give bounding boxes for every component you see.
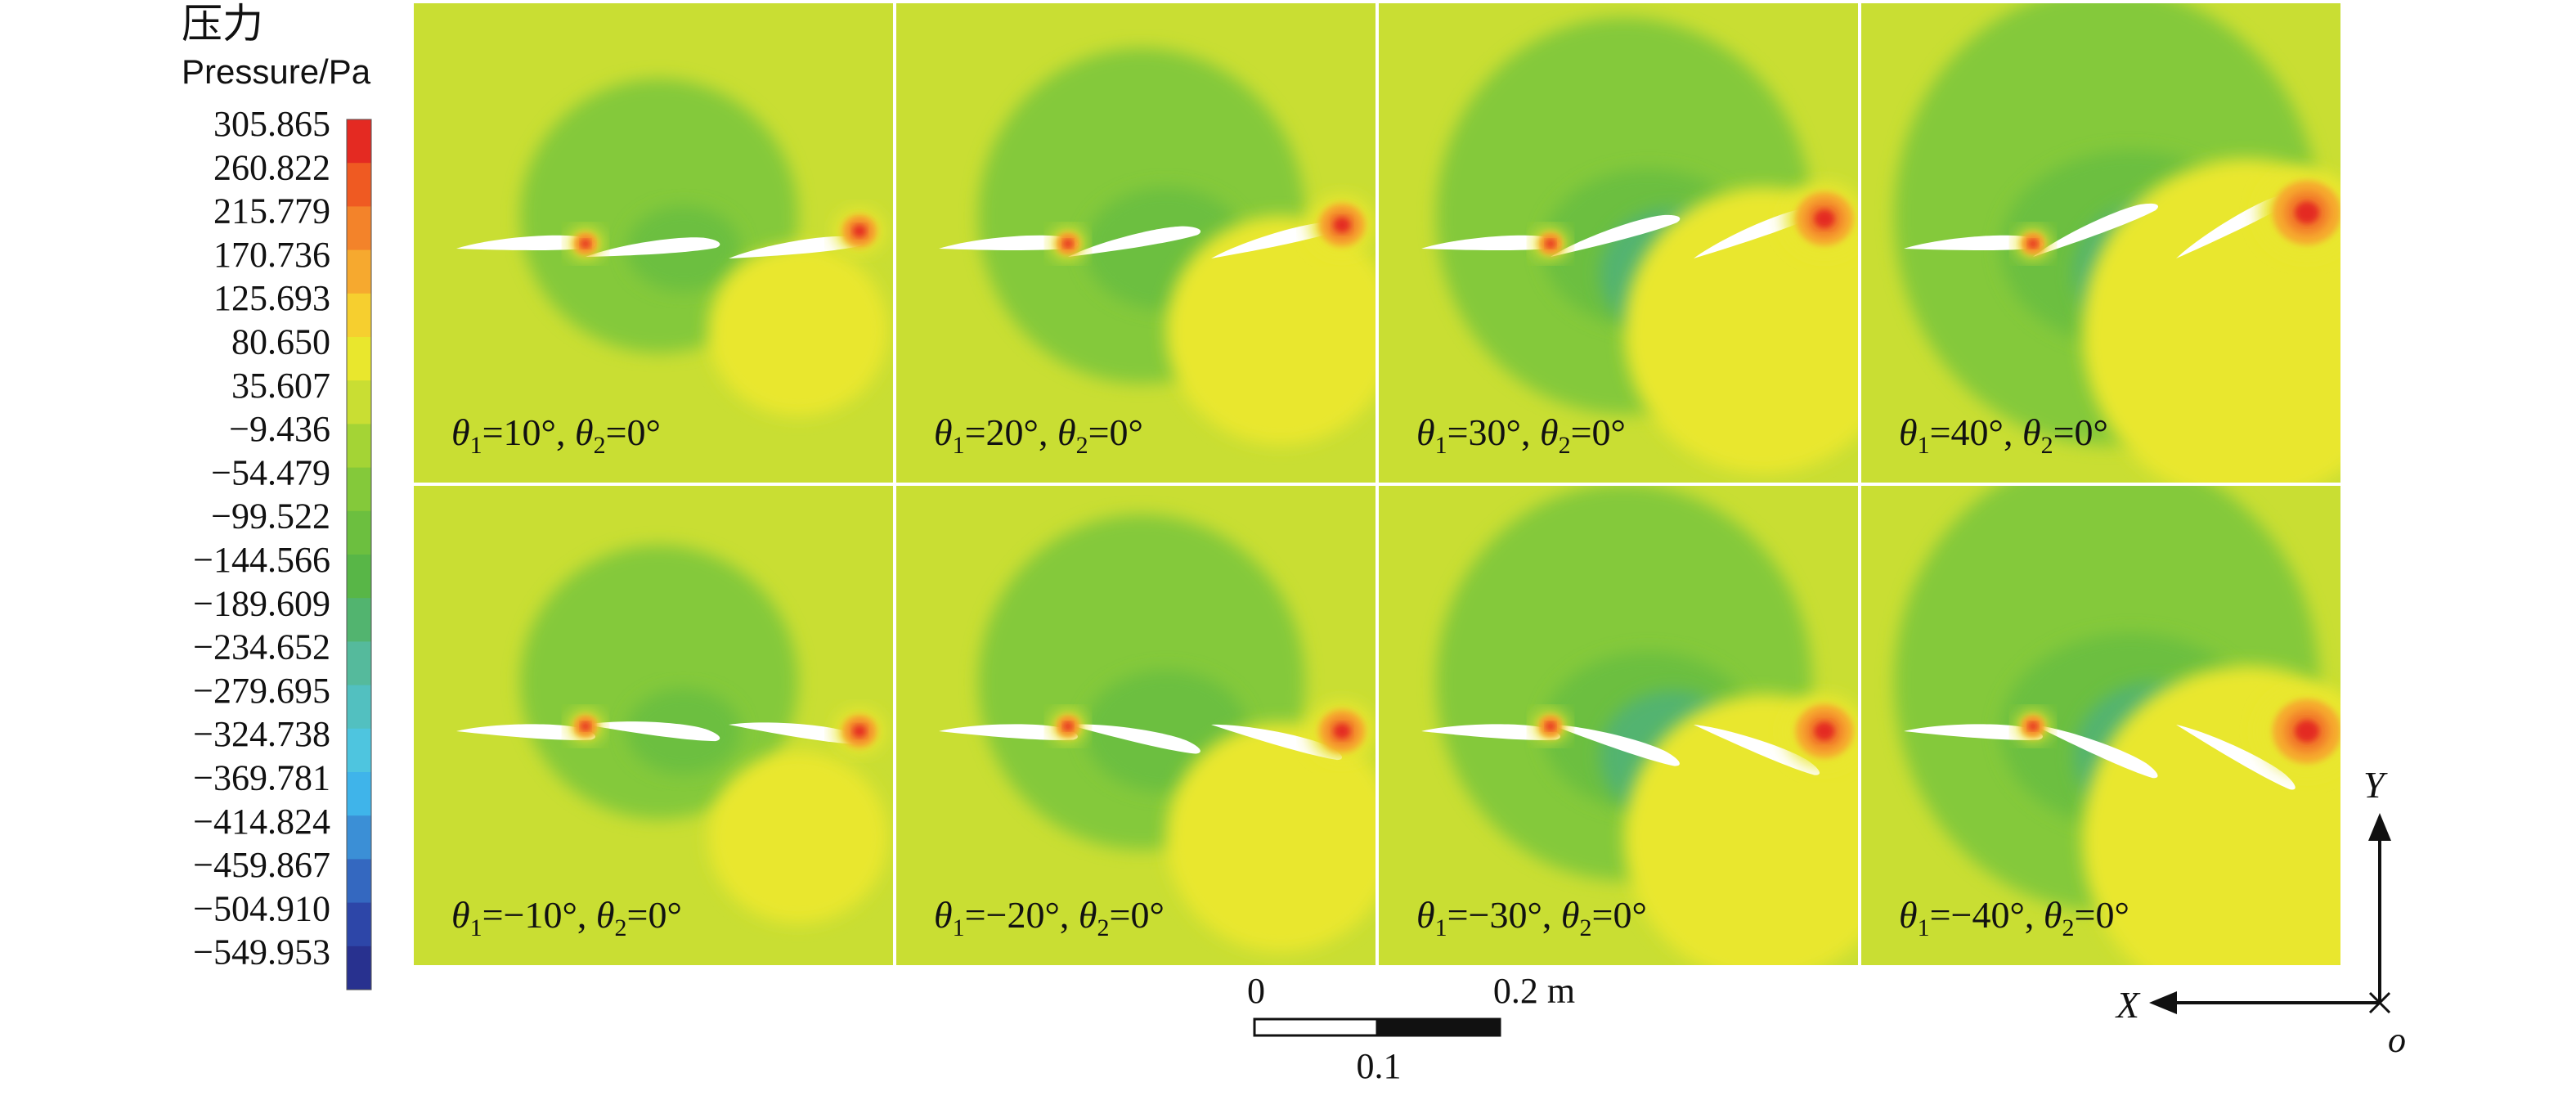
legend-tick-label: −144.566 — [193, 540, 330, 580]
theta2-value: =0° — [606, 411, 661, 453]
colorbar-segment — [347, 467, 371, 512]
panel-label: θ1=−30°, θ2=0° — [1416, 894, 1647, 941]
legend-title-cn: 压力 — [182, 1, 263, 47]
colorbar-segment — [347, 424, 371, 469]
panel-grid: θ1=10°, θ2=0° θ1=20°, θ2=0° θ1=30°, θ2=0° θ… — [414, 3, 2340, 965]
legend-tick-label: −414.824 — [193, 802, 330, 842]
legend-tick-label: 215.779 — [213, 191, 330, 231]
panel-label: θ1=20°, θ2=0° — [934, 411, 1143, 459]
contour-panel-p4: θ1=40°, θ2=0° — [1861, 3, 2340, 483]
panel-label: θ1=10°, θ2=0° — [451, 411, 661, 459]
contour-panel-p2: θ1=20°, θ2=0° — [896, 3, 1376, 483]
theta2-value: =0° — [2053, 411, 2108, 453]
legend-tick-label: 305.865 — [213, 104, 330, 144]
legend-tick-label: −324.738 — [193, 714, 330, 754]
colorbar-segment — [347, 859, 371, 904]
colorbar-segment — [347, 163, 371, 207]
legend-tick-label: −504.910 — [193, 888, 330, 928]
theta2-value: =0° — [2075, 894, 2129, 936]
theta2-value: =0° — [1110, 894, 1165, 936]
panel-label: θ1=−40°, θ2=0° — [1899, 894, 2129, 941]
scale-bar: 0 0.2 m 0.1 — [1247, 971, 1575, 1086]
legend-tick-label: −54.479 — [211, 452, 330, 492]
x-arrow-icon — [2149, 991, 2177, 1014]
panel-label: θ1=−10°, θ2=0° — [451, 894, 682, 941]
legend-tick-label: −234.652 — [193, 627, 330, 667]
theta1-value: =−10°, — [482, 894, 596, 936]
colorbar-segment — [347, 728, 371, 773]
scale-bar-black — [1376, 1017, 1501, 1037]
theta1-value: =−30°, — [1447, 894, 1561, 936]
colorbar-segment — [347, 249, 371, 294]
colorbar-segment — [347, 380, 371, 424]
theta2-value: =0° — [1571, 411, 1626, 453]
panel-label: θ1=40°, θ2=0° — [1899, 411, 2108, 459]
y-arrow-icon — [2368, 813, 2391, 841]
contour-panel-p8: θ1=−40°, θ2=0° — [1861, 486, 2340, 965]
colorbar-segment — [347, 815, 371, 860]
coordinate-axes: Y X o — [2115, 764, 2406, 1060]
contour-panel-p6: θ1=−20°, θ2=0° — [896, 486, 1376, 965]
theta1-value: =30°, — [1447, 411, 1540, 453]
colorbar-segment — [347, 206, 371, 251]
contour-panel-p3: θ1=30°, θ2=0° — [1379, 3, 1858, 483]
colorbar-segment — [347, 555, 371, 599]
legend-tick-label: −459.867 — [193, 845, 330, 885]
legend-tick-label: −9.436 — [229, 409, 330, 449]
theta2-value: =0° — [1088, 411, 1143, 453]
colorbar-segment — [347, 119, 371, 164]
legend-tick-label: −549.953 — [193, 932, 330, 972]
colorbar-segment — [347, 510, 371, 555]
legend-colorbar — [346, 119, 372, 990]
theta1-value: =40°, — [1930, 411, 2022, 453]
scale-bar-white — [1253, 1017, 1379, 1037]
legend-tick-label: −279.695 — [193, 671, 330, 711]
legend-tick-label: −369.781 — [193, 758, 330, 798]
colorbar-segment — [347, 946, 371, 990]
panel-label: θ1=30°, θ2=0° — [1416, 411, 1626, 459]
contour-panel-p7: θ1=−30°, θ2=0° — [1379, 486, 1858, 965]
theta1-value: =10°, — [482, 411, 575, 453]
theta2-value: =0° — [1592, 894, 1647, 936]
legend-tick-label: −99.522 — [211, 496, 330, 537]
legend-title-en: Pressure/Pa — [182, 52, 371, 91]
panel-label: θ1=−20°, θ2=0° — [934, 894, 1165, 941]
theta1-value: =−20°, — [965, 894, 1079, 936]
colorbar-segment — [347, 772, 371, 816]
legend-ticks: 305.865260.822215.779170.736125.69380.65… — [193, 104, 330, 972]
colorbar-segment — [347, 641, 371, 686]
legend-tick-label: −189.609 — [193, 583, 330, 623]
colorbar-segment — [347, 337, 371, 381]
origin-label: o — [2388, 1020, 2406, 1060]
contour-panel-p5: θ1=−10°, θ2=0° — [414, 486, 893, 965]
colorbar-segment — [347, 685, 371, 730]
legend-tick-label: 260.822 — [213, 147, 330, 187]
legend-tick-label: 125.693 — [213, 278, 330, 318]
legend-tick-label: 35.607 — [231, 366, 330, 406]
colorbar-segment — [347, 902, 371, 947]
theta2-value: =0° — [627, 894, 682, 936]
legend-tick-label: 170.736 — [213, 235, 330, 275]
x-axis-label: X — [2115, 984, 2141, 1026]
colorbar-segment — [347, 598, 371, 642]
legend-tick-label: 80.650 — [231, 322, 330, 362]
legend: 压力 Pressure/Pa 305.865260.822215.779170.… — [182, 1, 372, 990]
theta1-value: =20°, — [965, 411, 1057, 453]
y-axis-label: Y — [2363, 764, 2388, 806]
theta1-value: =−40°, — [1930, 894, 2044, 936]
scale-mid: 0.1 — [1357, 1046, 1402, 1086]
colorbar-segment — [347, 293, 371, 338]
contour-panel-p1: θ1=10°, θ2=0° — [414, 3, 893, 483]
scale-end: 0.2 m — [1493, 971, 1575, 1011]
scale-start: 0 — [1247, 971, 1265, 1011]
